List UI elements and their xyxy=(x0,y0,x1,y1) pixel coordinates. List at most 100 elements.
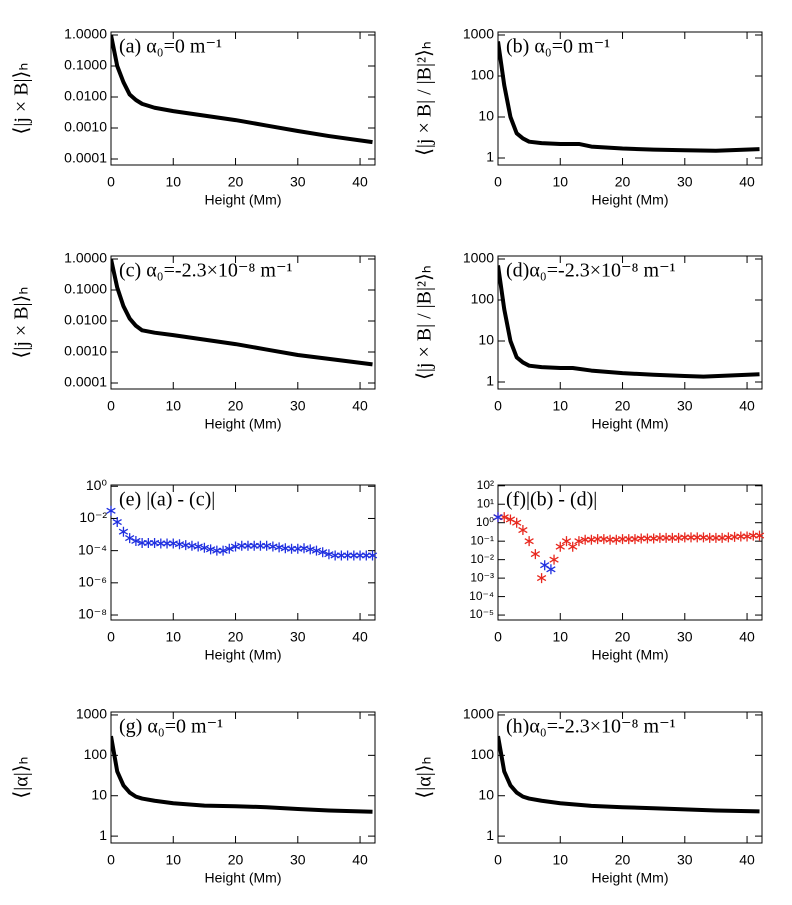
star-marker xyxy=(586,534,597,545)
y-tick-label: 10⁻⁸ xyxy=(78,606,107,622)
x-tick-label: 10 xyxy=(165,852,181,868)
star-marker xyxy=(568,541,578,552)
y-tick-label: 1 xyxy=(99,827,107,843)
star-marker xyxy=(311,545,322,556)
star-marker xyxy=(742,531,752,542)
star-marker xyxy=(736,531,746,542)
star-marker xyxy=(342,550,353,561)
y-tick-label: 10⁻³ xyxy=(470,570,494,584)
y-tick-label: 0.1000 xyxy=(64,281,107,297)
plot-frame xyxy=(110,31,376,166)
data-line xyxy=(111,735,373,814)
star-marker xyxy=(118,526,129,537)
y-tick-label: 10⁻⁶ xyxy=(78,574,107,590)
star-marker xyxy=(293,543,303,554)
star-marker xyxy=(642,533,653,544)
star-marker xyxy=(661,532,671,543)
x-tick-label: 10 xyxy=(552,629,568,645)
star-marker xyxy=(268,541,278,552)
plot-frame xyxy=(110,711,376,844)
panel: 0 10 20 30 40 1.0000 0.1000 0.0100 0.0010 0.0001 H… xyxy=(11,26,376,208)
y-tick-label: 1.0000 xyxy=(64,26,107,42)
x-tick-label: 40 xyxy=(352,174,368,190)
star-marker xyxy=(218,545,228,556)
plot-frame xyxy=(497,31,763,166)
star-marker xyxy=(305,544,315,555)
x-tick-label: 40 xyxy=(352,398,368,414)
star-marker xyxy=(156,538,166,549)
x-tick-label: 0 xyxy=(107,174,115,190)
plot-frame xyxy=(497,255,763,390)
star-marker xyxy=(530,549,541,560)
star-marker xyxy=(605,534,615,545)
y-tick-label: 10 xyxy=(478,786,494,802)
star-marker xyxy=(237,540,247,551)
star-marker xyxy=(367,550,378,561)
x-tick-label: 0 xyxy=(107,629,115,645)
x-tick-label: 0 xyxy=(494,174,502,190)
star-marker xyxy=(187,540,197,551)
y-axis-label: ⟨|j × B| / |B|²⟩ₕ xyxy=(414,41,436,156)
x-axis-label: Height (Mm) xyxy=(591,192,668,208)
x-tick-label: 30 xyxy=(677,852,693,868)
x-tick-label: 0 xyxy=(494,629,502,645)
star-marker xyxy=(286,543,297,554)
star-marker xyxy=(493,512,503,523)
y-tick-label: 1000 xyxy=(463,706,494,722)
x-tick-label: 30 xyxy=(677,629,693,645)
x-tick-label: 20 xyxy=(228,852,244,868)
star-marker xyxy=(686,532,696,543)
star-marker xyxy=(106,505,116,516)
y-tick-label: 100 xyxy=(471,291,495,307)
y-axis-label: ⟨|α|⟩ₕ xyxy=(11,756,33,798)
x-tick-label: 20 xyxy=(615,629,631,645)
data-line xyxy=(111,34,373,145)
y-tick-label: 10⁻⁵ xyxy=(469,607,494,621)
star-marker xyxy=(112,517,122,528)
y-tick-label: 1 xyxy=(486,827,494,843)
x-axis-label: Height (Mm) xyxy=(591,416,668,432)
y-tick-label: 10⁻¹ xyxy=(470,533,494,547)
data-line xyxy=(498,41,760,153)
star-marker xyxy=(299,543,309,554)
y-axis-label: ⟨|j × B|⟩ₕ xyxy=(11,63,33,135)
x-tick-label: 10 xyxy=(165,629,181,645)
y-tick-label: 1000 xyxy=(463,250,494,266)
star-marker xyxy=(698,532,709,543)
x-axis-label: Height (Mm) xyxy=(204,416,281,432)
star-marker xyxy=(249,540,259,551)
panel-annotation: (a) α₀=0 m⁻¹ xyxy=(119,36,222,58)
x-tick-label: 40 xyxy=(739,629,755,645)
panel-annotation: (f)|(b) - (d)| xyxy=(506,489,597,511)
star-marker xyxy=(518,525,528,536)
panel-annotation: (b) α₀=0 m⁻¹ xyxy=(506,36,610,58)
y-tick-label: 10⁻² xyxy=(79,509,107,525)
x-tick-label: 40 xyxy=(739,852,755,868)
y-tick-label: 1000 xyxy=(463,26,494,42)
y-axis-label: ⟨|j × B|⟩ₕ xyxy=(11,287,33,359)
x-tick-label: 0 xyxy=(494,398,502,414)
star-marker xyxy=(655,532,665,543)
x-tick-label: 10 xyxy=(165,398,181,414)
y-axis-label: ⟨|α|⟩ₕ xyxy=(414,756,436,798)
star-marker xyxy=(723,532,734,543)
x-tick-label: 0 xyxy=(107,852,115,868)
star-marker xyxy=(748,530,758,541)
y-axis-label: ⟨|j × B| / |B|²⟩ₕ xyxy=(414,265,436,380)
x-tick-label: 10 xyxy=(552,398,568,414)
star-marker xyxy=(149,537,160,548)
panel: 0 10 20 30 40 1 10 100 1000 Height (Mm) ⟨|α|⟩ₕ (h)α… xyxy=(414,706,763,886)
x-tick-label: 40 xyxy=(739,398,755,414)
panel: 0 10 20 30 40 1 10 100 1000 Height (Mm) ⟨|j × B| /… xyxy=(414,250,763,432)
plot-frame xyxy=(497,711,763,844)
x-tick-label: 40 xyxy=(352,629,368,645)
y-tick-label: 100 xyxy=(84,746,108,762)
star-marker xyxy=(524,536,534,547)
y-tick-label: 0.0010 xyxy=(64,119,107,135)
star-marker xyxy=(754,530,765,541)
y-tick-label: 0.0100 xyxy=(64,312,107,328)
y-tick-label: 0.0100 xyxy=(64,88,107,104)
star-marker xyxy=(143,537,154,548)
x-tick-label: 30 xyxy=(677,398,693,414)
